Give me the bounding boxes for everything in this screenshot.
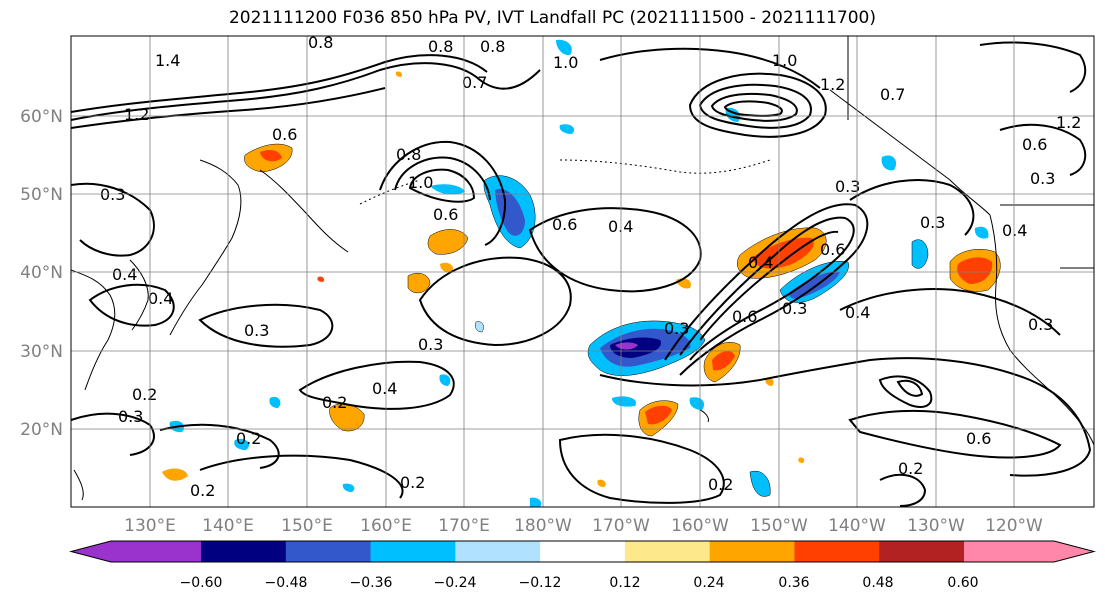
contour-label: 0.4 xyxy=(372,379,397,398)
contour-label: 0.4 xyxy=(1002,221,1027,240)
lon-label: 140°W xyxy=(828,516,886,536)
contour-label: 0.6 xyxy=(1022,135,1047,154)
colorbar-tick-label: 0.60 xyxy=(947,575,978,591)
colorbar-tick-labels: −0.60 −0.48 −0.36 −0.24 −0.12 0.12 0.24 … xyxy=(180,575,979,591)
contour-label: 1.4 xyxy=(155,51,180,70)
colorbar-segment xyxy=(964,541,1094,562)
lon-label: 170°E xyxy=(438,516,490,536)
contour-label: 1.2 xyxy=(124,105,149,124)
lat-label: 30°N xyxy=(20,342,63,362)
contour-label: 1.0 xyxy=(772,51,797,70)
contour-label: 0.2 xyxy=(236,429,261,448)
contour-label: 0.3 xyxy=(920,213,945,232)
longitude-labels: 130°E 140°E 150°E 160°E 170°E 180°W 170°… xyxy=(124,516,1043,536)
contour-label: 0.3 xyxy=(118,407,143,426)
contour-label: 0.2 xyxy=(322,393,347,412)
lon-label: 170°W xyxy=(592,516,650,536)
contour-label: 0.8 xyxy=(396,145,421,164)
colorbar-segment xyxy=(879,541,965,562)
colorbar-tick-label: −0.24 xyxy=(434,575,477,591)
colorbar-tick-label: 0.48 xyxy=(862,575,893,591)
contour-label: 0.6 xyxy=(820,240,845,259)
colorbar-tick-label: −0.60 xyxy=(180,575,223,591)
graticule xyxy=(71,36,1094,507)
contour-label: 0.3 xyxy=(835,177,860,196)
colorbar xyxy=(69,540,1096,563)
contour-label: 0.4 xyxy=(845,303,870,322)
colorbar-tick-label: 0.12 xyxy=(609,575,640,591)
colorbar-segment xyxy=(624,541,711,562)
contour-label: 0.6 xyxy=(966,429,991,448)
map-frame xyxy=(70,35,1095,508)
coastlines xyxy=(70,36,1095,501)
contour-label: 1.0 xyxy=(408,173,433,192)
lat-label: 20°N xyxy=(20,420,63,440)
lon-label: 160°E xyxy=(360,516,412,536)
contour-label: 1.2 xyxy=(1056,113,1081,132)
lon-label: 150°W xyxy=(750,516,808,536)
contour-label: 0.4 xyxy=(748,253,773,272)
contour-label: 0.3 xyxy=(664,319,689,338)
contour-label: 0.3 xyxy=(1030,169,1055,188)
colorbar-tick-label: −0.12 xyxy=(519,575,562,591)
contour-label: 0.4 xyxy=(148,289,173,308)
map-title: 2021111200 F036 850 hPa PV, IVT Landfall… xyxy=(228,8,876,28)
lon-label: 120°W xyxy=(985,516,1043,536)
contour-label: 0.6 xyxy=(272,125,297,144)
contour-label: 0.3 xyxy=(1028,315,1053,334)
colorbar-segment xyxy=(455,541,541,562)
colorbar-segment xyxy=(370,541,456,562)
contour-label: 1.0 xyxy=(553,53,578,72)
contour-label: 0.6 xyxy=(552,215,577,234)
map-panel: 1.4 0.8 0.8 0.8 1.0 0.7 0.6 1.0 1.2 0.7 … xyxy=(70,33,1095,508)
contour-label: 0.8 xyxy=(480,37,505,56)
colorbar-segment xyxy=(709,541,795,562)
lon-label: 150°E xyxy=(281,516,333,536)
contour-label: 0.7 xyxy=(462,73,487,92)
colorbar-tick-label: 0.24 xyxy=(693,575,724,591)
contour-label: 0.6 xyxy=(433,205,458,224)
colorbar-segment xyxy=(794,541,880,562)
contour-label: 1.2 xyxy=(820,75,845,94)
contour-label: 0.3 xyxy=(100,185,125,204)
lon-label: 180°W xyxy=(514,516,572,536)
colorbar-segment xyxy=(540,541,626,562)
lat-label: 60°N xyxy=(20,107,63,127)
lon-label: 160°W xyxy=(671,516,729,536)
colorbar-segment xyxy=(285,541,372,562)
lon-label: 130°E xyxy=(124,516,176,536)
contour-label: 0.7 xyxy=(880,85,905,104)
contour-label: 0.2 xyxy=(898,459,923,478)
contour-labels: 1.4 0.8 0.8 0.8 1.0 0.7 0.6 1.0 1.2 0.7 … xyxy=(100,33,1081,500)
colorbar-segment xyxy=(201,541,287,562)
lon-label: 140°E xyxy=(202,516,254,536)
colorbar-outline xyxy=(69,540,1096,563)
contour-label: 0.2 xyxy=(190,481,215,500)
contour-label: 0.6 xyxy=(732,307,757,326)
contour-label: 0.2 xyxy=(708,475,733,494)
lat-label: 50°N xyxy=(20,185,63,205)
lon-label: 130°W xyxy=(907,516,965,536)
lat-label: 40°N xyxy=(20,263,63,283)
contour-label: 0.8 xyxy=(308,33,333,52)
contour-label: 0.3 xyxy=(244,321,269,340)
contour-label: 0.2 xyxy=(132,385,157,404)
contour-label: 0.8 xyxy=(428,37,453,56)
colorbar-tick-label: 0.36 xyxy=(778,575,809,591)
colorbar-tick-label: −0.48 xyxy=(265,575,308,591)
contour-label: 0.4 xyxy=(112,265,137,284)
colorbar-tick-label: −0.36 xyxy=(350,575,393,591)
latitude-labels: 60°N 50°N 40°N 30°N 20°N xyxy=(20,107,63,440)
contour-label: 0.3 xyxy=(418,335,443,354)
colorbar-segment xyxy=(71,541,201,562)
contour-label: 0.3 xyxy=(782,299,807,318)
contour-label: 0.2 xyxy=(400,473,425,492)
